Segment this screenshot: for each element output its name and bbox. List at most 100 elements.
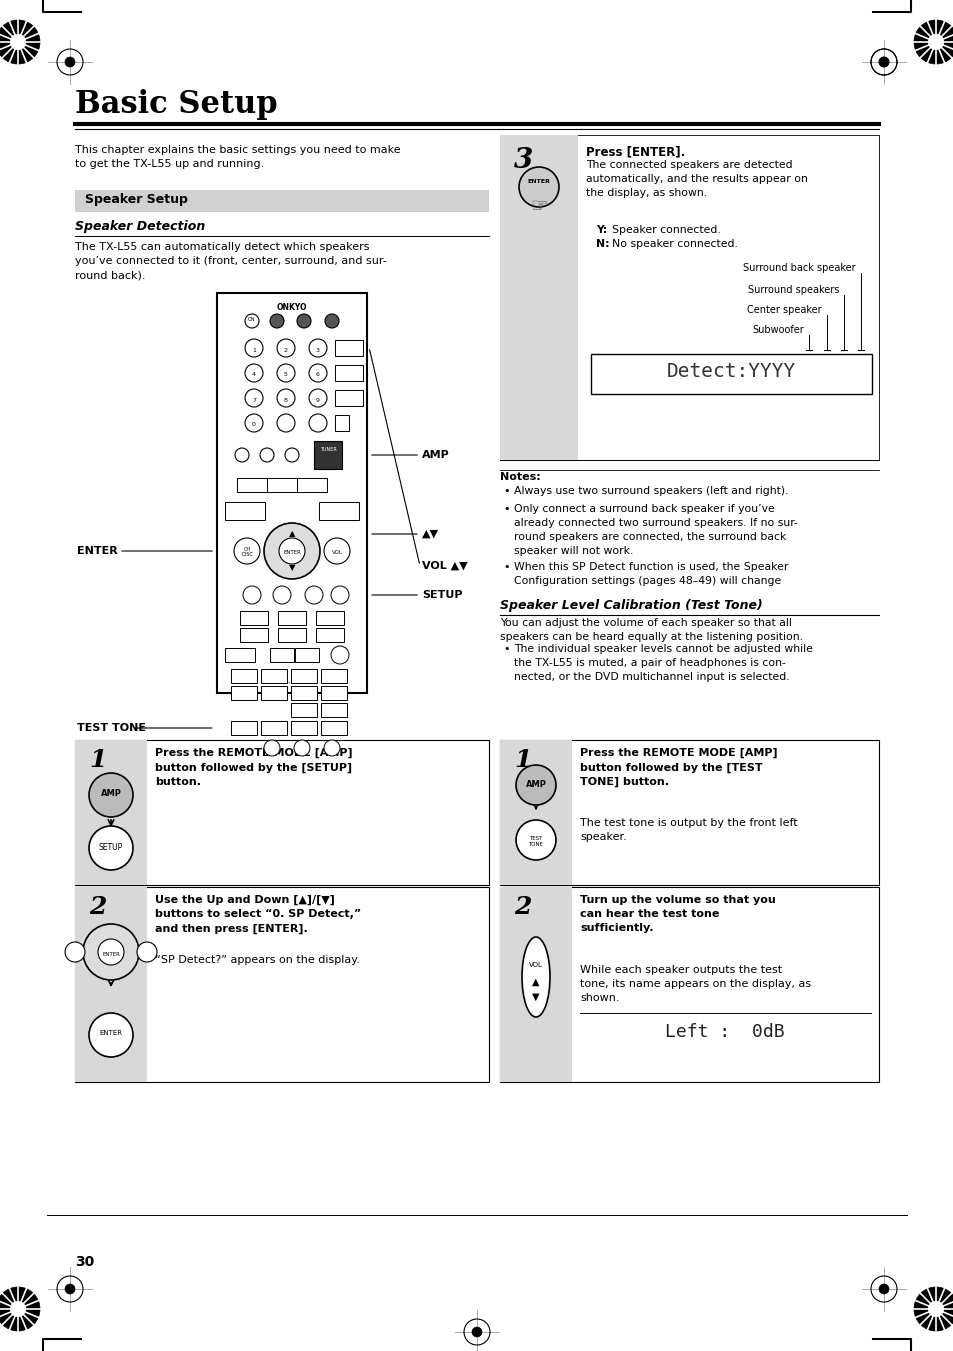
Bar	[579, 1017, 870, 1055]
Text: Surround speakers: Surround speakers	[747, 285, 838, 295]
Bar	[216, 293, 367, 693]
Text: Press the REMOTE MODE [AMP]
button followed by the [TEST
TONE] button.: Press the REMOTE MODE [AMP] button follo…	[579, 748, 777, 786]
Circle shape	[294, 740, 310, 757]
Circle shape	[276, 363, 294, 382]
Bar	[291, 669, 316, 684]
Bar	[240, 611, 268, 626]
Text: •: •	[502, 562, 509, 571]
Bar	[240, 628, 268, 642]
Circle shape	[309, 339, 327, 357]
Text: 2: 2	[284, 347, 288, 353]
Text: 4: 4	[252, 373, 255, 377]
Text: •: •	[502, 504, 509, 513]
Circle shape	[324, 538, 350, 563]
Text: TEST TONE: TEST TONE	[77, 723, 146, 734]
Bar	[75, 888, 147, 1082]
Text: VOL: VOL	[529, 962, 542, 969]
Circle shape	[264, 740, 280, 757]
Text: The connected speakers are detected
automatically, and the results appear on
the: The connected speakers are detected auto…	[585, 159, 807, 199]
Text: CH
DISC: CH DISC	[241, 547, 253, 558]
Text: AMP: AMP	[525, 780, 546, 789]
Text: VOL ▲▼: VOL ▲▼	[421, 561, 467, 571]
Circle shape	[83, 924, 139, 979]
Circle shape	[331, 646, 349, 663]
Bar	[499, 888, 878, 1082]
Circle shape	[245, 363, 263, 382]
Circle shape	[245, 313, 258, 328]
Bar	[261, 669, 287, 684]
Circle shape	[245, 413, 263, 432]
Circle shape	[10, 1301, 26, 1317]
Circle shape	[927, 1301, 943, 1317]
Text: ENTER: ENTER	[99, 1029, 122, 1036]
Text: This chapter explains the basic settings you need to make
to get the TX-L55 up a: This chapter explains the basic settings…	[75, 145, 400, 169]
Text: 1: 1	[89, 748, 107, 771]
Bar	[231, 686, 256, 700]
Circle shape	[65, 57, 75, 68]
Circle shape	[137, 942, 157, 962]
Circle shape	[234, 449, 249, 462]
Text: Turn up the volume so that you
can hear the test tone
sufficiently.: Turn up the volume so that you can hear …	[579, 894, 775, 934]
Bar	[315, 611, 344, 626]
Text: When this SP Detect function is used, the Speaker
Configuration settings (pages : When this SP Detect function is used, th…	[514, 562, 787, 585]
Text: N:: N:	[596, 239, 609, 249]
Circle shape	[270, 313, 284, 328]
Text: ▲▼: ▲▼	[421, 530, 438, 539]
Bar	[499, 740, 572, 885]
Text: Press [ENTER].: Press [ENTER].	[585, 145, 684, 158]
Text: 1: 1	[252, 347, 255, 353]
Text: Detect:YYYY: Detect:YYYY	[666, 362, 796, 381]
Text: 1: 1	[514, 748, 531, 771]
Bar	[499, 888, 572, 1082]
Text: 5: 5	[284, 373, 288, 377]
Text: Left :  0dB: Left : 0dB	[664, 1023, 784, 1042]
Circle shape	[331, 586, 349, 604]
Text: Basic Setup: Basic Setup	[75, 89, 277, 120]
Text: TUNER: TUNER	[319, 447, 336, 453]
Circle shape	[233, 538, 260, 563]
Bar	[225, 648, 254, 662]
Bar	[320, 703, 347, 717]
Text: Use the Up and Down [▲]/[▼]
buttons to select “0. SP Detect,”
and then press [EN: Use the Up and Down [▲]/[▼] buttons to s…	[154, 894, 361, 934]
Circle shape	[878, 57, 888, 68]
Circle shape	[878, 57, 888, 68]
Circle shape	[309, 389, 327, 407]
Bar	[315, 628, 344, 642]
Bar	[318, 503, 358, 520]
Circle shape	[276, 413, 294, 432]
Text: AMP: AMP	[100, 789, 121, 798]
Bar	[236, 478, 267, 492]
Bar	[261, 686, 287, 700]
Text: 2: 2	[514, 894, 531, 919]
Circle shape	[296, 313, 311, 328]
Text: You can adjust the volume of each speaker so that all
speakers can be heard equa: You can adjust the volume of each speake…	[499, 619, 802, 643]
Text: 0: 0	[252, 423, 255, 427]
Circle shape	[878, 1283, 888, 1294]
Bar	[261, 721, 287, 735]
Circle shape	[285, 449, 298, 462]
Text: 2: 2	[89, 894, 107, 919]
Bar	[231, 669, 256, 684]
Bar	[335, 415, 349, 431]
Text: AMP: AMP	[421, 450, 449, 459]
Circle shape	[0, 1288, 40, 1331]
Text: Y:: Y:	[596, 226, 607, 235]
Circle shape	[324, 740, 339, 757]
Circle shape	[0, 20, 40, 63]
Circle shape	[276, 339, 294, 357]
Bar	[320, 686, 347, 700]
Text: SETUP: SETUP	[421, 590, 462, 600]
Ellipse shape	[521, 938, 550, 1017]
Circle shape	[245, 339, 263, 357]
Circle shape	[305, 586, 323, 604]
Bar	[590, 354, 871, 394]
Bar	[75, 740, 489, 885]
Circle shape	[276, 389, 294, 407]
Text: 7: 7	[252, 397, 255, 403]
Bar	[499, 135, 578, 459]
Text: 3: 3	[514, 147, 533, 174]
Text: 6: 6	[315, 373, 319, 377]
Circle shape	[278, 538, 305, 563]
Text: ENTER: ENTER	[77, 546, 117, 557]
Text: ENTER: ENTER	[102, 951, 120, 957]
